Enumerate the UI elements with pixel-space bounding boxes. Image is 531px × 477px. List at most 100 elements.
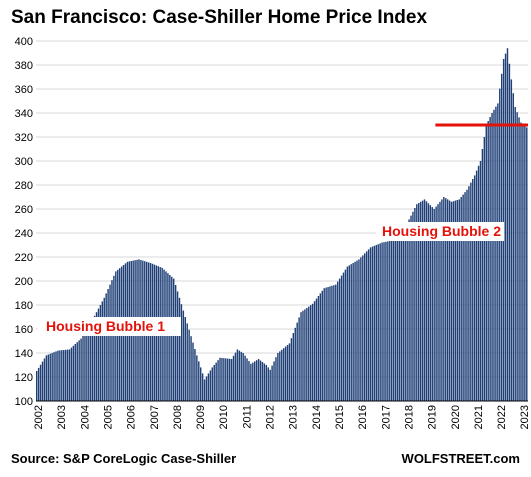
bar [53,352,55,401]
bar [242,353,244,401]
x-tick-label: 2008 [172,405,184,429]
bar [458,199,460,401]
x-tick-label: 2022 [496,405,508,429]
bar [107,289,109,401]
bar [398,233,401,401]
bar [221,358,223,401]
bar [462,194,464,401]
bar [72,345,75,401]
bar [80,338,82,401]
bar [244,355,246,401]
bar [470,182,472,401]
bar [402,229,405,401]
bar [88,325,90,401]
bar [45,355,48,401]
bar [227,358,229,401]
bar [350,264,352,401]
bar [306,308,308,401]
bar [364,253,366,401]
bar [371,246,374,401]
bar [298,317,300,401]
bar [412,211,414,401]
bar [37,367,40,401]
bar [391,240,393,401]
bar [431,207,433,401]
bar [522,124,524,401]
bar [66,349,69,401]
bar [406,223,408,401]
bar [190,336,192,401]
y-tick-label: 180 [15,300,33,312]
bar [362,255,364,401]
bar [419,201,422,401]
bar [41,361,44,401]
bar [491,113,493,401]
bar [309,305,312,401]
bar [236,349,239,401]
bar [213,365,215,401]
bar [286,345,289,401]
bar [441,199,443,401]
bar [273,361,275,401]
bar [192,342,194,401]
x-tick-label: 2007 [149,405,161,429]
bar [198,361,200,401]
bar [302,310,304,401]
bar [381,242,383,401]
bar [165,271,167,401]
brand-label: WOLFSTREET.com [402,451,520,466]
bar [317,296,320,401]
y-tick-label: 360 [15,84,33,96]
bar [485,125,487,401]
bar [333,285,335,401]
bar [78,340,80,401]
bar [375,245,378,401]
bar [76,342,78,401]
y-tick-label: 160 [15,324,33,336]
bar [452,201,455,401]
bar [290,338,293,401]
bar [228,358,231,401]
y-tick-label: 140 [15,348,33,360]
bar [271,365,273,401]
bar [448,200,451,401]
bar [425,201,428,401]
bar [414,208,416,401]
bar [520,122,522,401]
x-tick-label: 2023 [519,405,531,429]
bar [238,350,241,401]
x-tick-label: 2019 [427,405,439,429]
y-tick-label: 340 [15,108,33,120]
bar [207,373,210,401]
bar [512,93,514,401]
bar [327,287,329,401]
bar [201,373,204,401]
bar [354,261,356,401]
bar [504,53,507,401]
bar [526,127,528,402]
bar [288,343,291,401]
bar [497,103,499,402]
bar [360,257,362,401]
y-tick-label: 240 [15,228,33,240]
bar [84,332,86,401]
bar [39,364,42,401]
x-tick-label: 2011 [241,405,253,429]
x-tick-label: 2005 [102,405,114,429]
bar [489,117,491,401]
bar [63,350,65,401]
bar [373,245,376,401]
bar [331,285,333,401]
bar [57,350,59,401]
bar [261,362,264,401]
bar [481,149,484,401]
bar [240,351,242,401]
bar [369,247,372,401]
bar [55,351,57,401]
bar [82,335,84,401]
y-tick-label: 200 [15,276,33,288]
bar [518,117,520,402]
annotation-bubble-1: Housing Bubble 1 [46,318,165,334]
x-tick-label: 2009 [195,405,207,429]
bar [252,362,254,401]
